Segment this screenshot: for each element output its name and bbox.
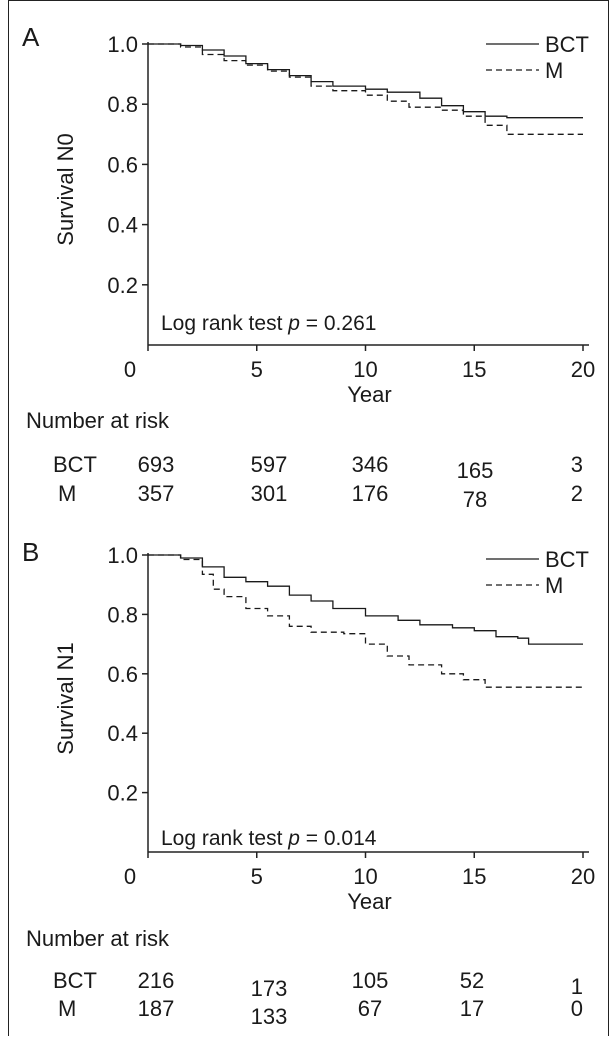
risk-cell: 17 (460, 996, 484, 1021)
figure-frame (8, 0, 609, 1036)
x-tick-label: 5 (251, 357, 263, 382)
x-tick-label: 20 (571, 864, 595, 889)
risk-cell: 176 (352, 481, 389, 506)
y-tick-label: 1.0 (107, 543, 138, 568)
y-tick-label: 0.2 (107, 273, 138, 298)
y-tick-label: 0.6 (107, 662, 138, 687)
y-axis-label: Survival N1 (53, 642, 78, 754)
y-tick-label: 0.8 (107, 602, 138, 627)
legend-label-m: M (545, 58, 563, 83)
risk-cell: 173 (251, 976, 288, 1001)
logrank-annotation: Log rank test p = 0.261 (161, 312, 376, 335)
risk-table-heading: Number at risk (26, 926, 170, 951)
series-line-bct (148, 554, 583, 645)
x-axis-label: Year (347, 382, 391, 407)
risk-cell: 52 (460, 968, 484, 993)
y-tick-label: 0.8 (107, 92, 138, 117)
risk-row-label: M (58, 996, 76, 1021)
risk-cell: 105 (352, 968, 389, 993)
risk-cell: 346 (352, 452, 389, 477)
x-tick-label: 5 (251, 864, 263, 889)
panel-label: B (22, 537, 39, 567)
legend-label-m: M (545, 573, 563, 598)
x-tick-label: 10 (353, 357, 377, 382)
risk-row-label: M (58, 481, 76, 506)
risk-cell: 78 (463, 487, 487, 512)
risk-cell: 3 (571, 452, 583, 477)
panel-label: A (22, 22, 40, 52)
risk-cell: 67 (358, 996, 382, 1021)
logrank-annotation: Log rank test p = 0.014 (161, 827, 377, 850)
risk-row-label: BCT (53, 968, 97, 993)
x-axis-label: Year (347, 889, 391, 914)
risk-cell: 2 (571, 481, 583, 506)
x-tick-label: 15 (462, 357, 486, 382)
risk-cell: 216 (138, 968, 175, 993)
risk-table-heading: Number at risk (26, 408, 170, 433)
risk-cell: 1 (571, 974, 583, 999)
x-tick-label: 0 (124, 357, 136, 382)
y-tick-label: 0.6 (107, 152, 138, 177)
y-axis-label: Survival N0 (53, 133, 78, 245)
risk-cell: 357 (138, 481, 175, 506)
x-tick-label: 20 (571, 357, 595, 382)
risk-cell: 133 (251, 1004, 288, 1029)
y-tick-label: 0.4 (107, 721, 138, 746)
risk-cell: 301 (251, 481, 288, 506)
series-line-m (148, 554, 583, 688)
risk-cell: 693 (138, 452, 175, 477)
legend-label-bct: BCT (545, 547, 589, 572)
x-tick-label: 0 (124, 864, 136, 889)
risk-cell: 597 (251, 452, 288, 477)
risk-cell: 165 (457, 458, 494, 483)
x-tick-label: 10 (353, 864, 377, 889)
risk-cell: 0 (571, 996, 583, 1021)
y-tick-label: 1.0 (107, 32, 138, 57)
y-tick-label: 0.4 (107, 213, 138, 238)
y-tick-label: 0.2 (107, 781, 138, 806)
risk-cell: 187 (138, 996, 175, 1021)
legend-label-bct: BCT (545, 32, 589, 57)
risk-row-label: BCT (53, 452, 97, 477)
x-tick-label: 15 (462, 864, 486, 889)
